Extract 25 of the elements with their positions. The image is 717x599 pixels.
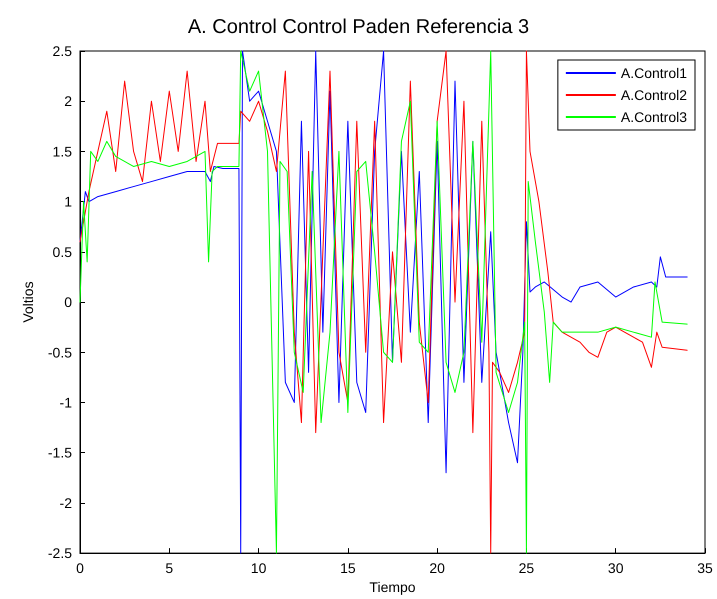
x-tick-label: 5: [165, 560, 174, 576]
y-tick-label: -2.5: [48, 545, 72, 562]
y-axis-title: Voltios: [20, 281, 36, 323]
x-tick-label: 30: [608, 560, 624, 576]
x-tick-label: 35: [697, 560, 713, 576]
chart-title: A. Control Control Paden Referencia 3: [188, 16, 530, 38]
y-tick-label: -1.5: [48, 444, 72, 461]
y-tick-label: -1: [60, 394, 72, 410]
x-tick-label: 0: [76, 560, 84, 576]
y-tick-label: 1: [64, 194, 72, 210]
y-tick-label: 0: [64, 294, 72, 310]
y-tick-label: -0.5: [48, 344, 72, 360]
x-tick-label: 20: [429, 560, 446, 576]
y-tick-label: 2: [64, 93, 72, 110]
legend-label: A.Control1: [620, 65, 688, 81]
y-tick-label: -2: [60, 494, 72, 511]
y-tick-label: 1.5: [52, 143, 72, 160]
x-axis-title: Tiempo: [369, 579, 416, 595]
x-tick-label: 10: [250, 560, 267, 576]
x-tick-label: 15: [340, 560, 356, 576]
x-tick-label: 25: [518, 560, 534, 576]
legend-label: A.Control3: [620, 109, 688, 125]
y-tick-label: 2.5: [52, 43, 72, 59]
legend-label: A.Control2: [620, 87, 688, 103]
y-tick-label: 0.5: [52, 244, 72, 260]
